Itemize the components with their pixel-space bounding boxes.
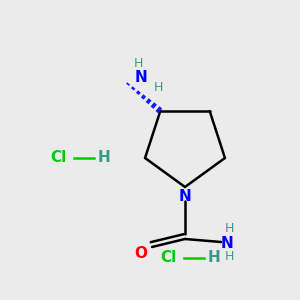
Text: Cl: Cl [160, 250, 176, 266]
Text: H: H [224, 223, 234, 236]
Text: O: O [134, 245, 148, 260]
Text: N: N [178, 189, 191, 204]
Text: H: H [154, 80, 163, 94]
Text: H: H [208, 250, 220, 266]
Text: N: N [134, 70, 147, 85]
Text: Cl: Cl [50, 151, 66, 166]
Text: H: H [224, 250, 234, 263]
Text: H: H [98, 151, 110, 166]
Text: N: N [220, 236, 233, 250]
Text: H: H [134, 56, 143, 70]
